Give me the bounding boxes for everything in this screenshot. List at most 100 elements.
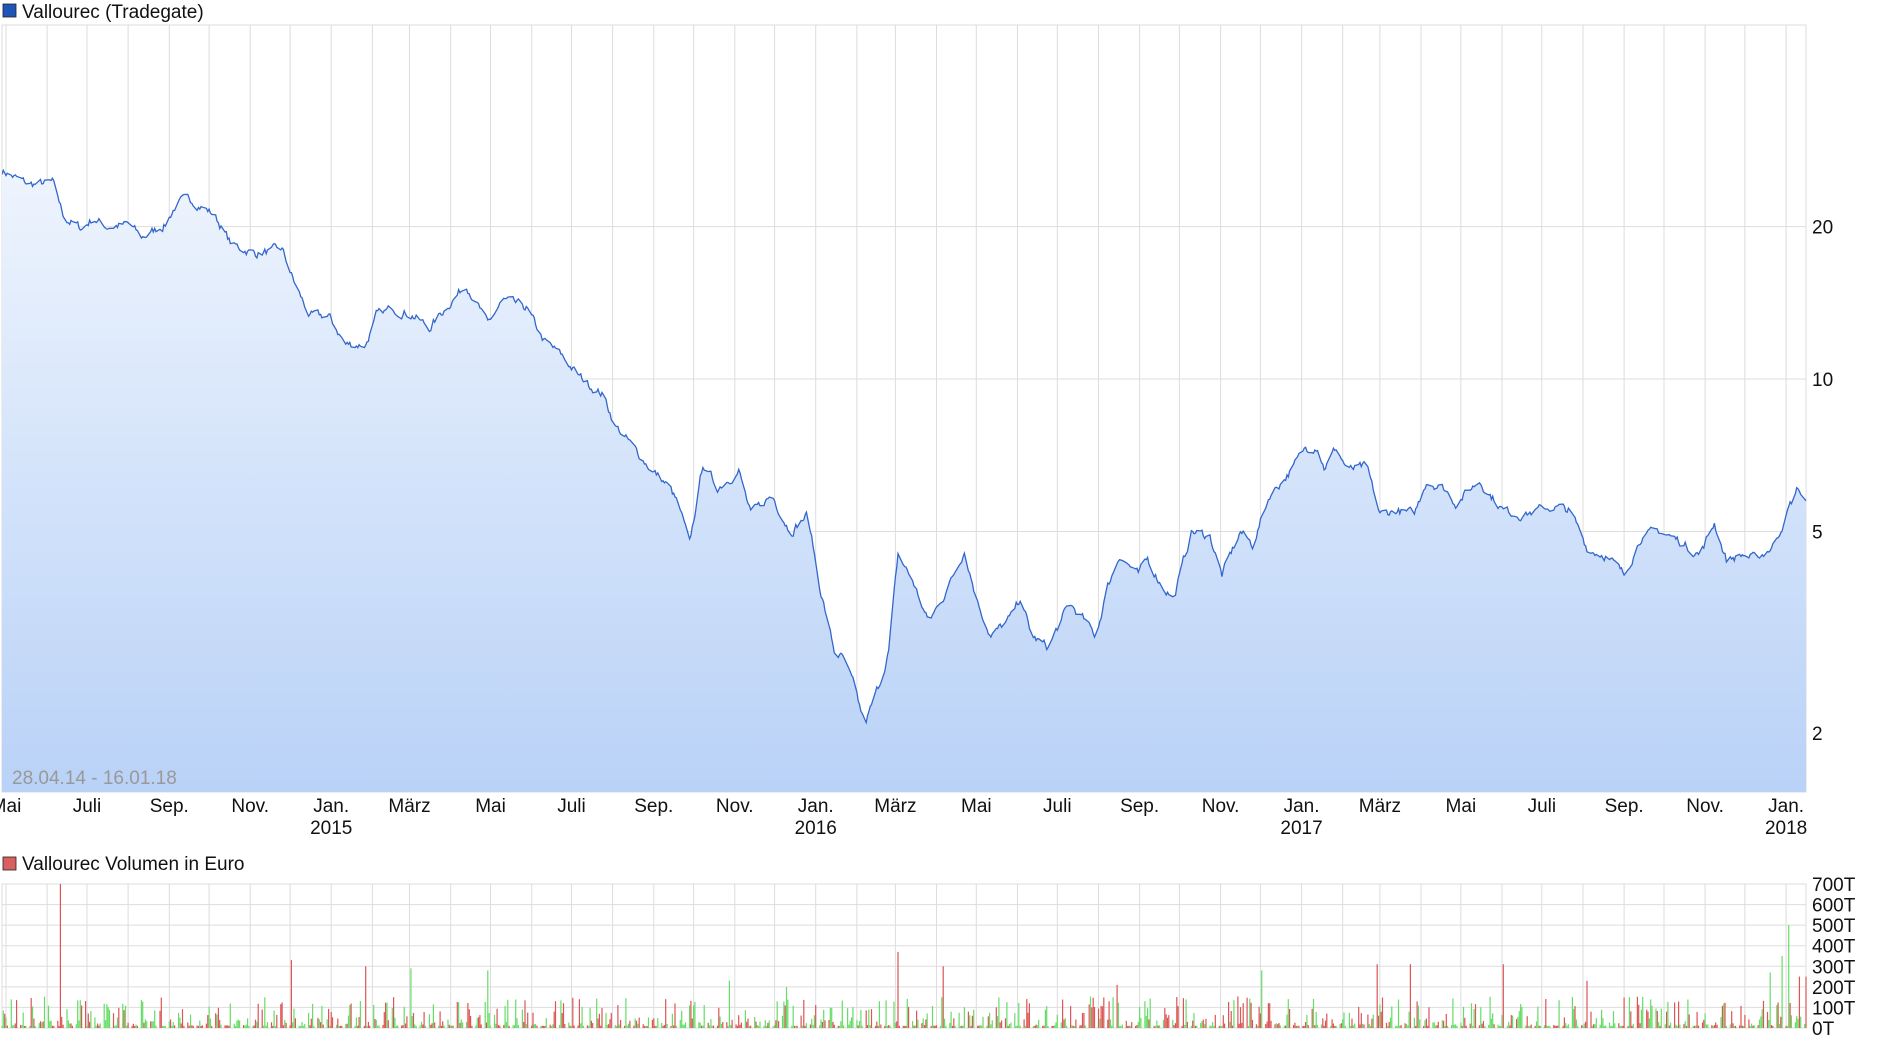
volume-bar [698, 1021, 700, 1028]
volume-bar [1229, 1021, 1231, 1028]
x-tick-label: Sep. [634, 796, 673, 817]
volume-bar [432, 1004, 434, 1028]
volume-bar [1558, 1000, 1560, 1028]
volume-bar [1447, 1025, 1449, 1028]
volume-bar [832, 1021, 834, 1028]
volume-bar [188, 1025, 190, 1028]
volume-bar [1605, 1025, 1607, 1028]
volume-bar [16, 1000, 18, 1028]
volume-bar [377, 1025, 379, 1028]
volume-bar [1659, 1025, 1661, 1028]
volume-bar [1131, 1022, 1133, 1028]
volume-bar [870, 1009, 873, 1028]
volume-bar [894, 1022, 896, 1028]
volume-bar [443, 1025, 445, 1028]
x-tick-label: Juli [1043, 796, 1072, 817]
volume-bar [1209, 1025, 1211, 1028]
volume-bar [1498, 1025, 1500, 1028]
volume-bar [1725, 1025, 1727, 1028]
volume-bar [1344, 1025, 1346, 1028]
volume-bar [382, 1024, 384, 1028]
volume-bar [309, 1025, 311, 1028]
volume-bar [1797, 1018, 1799, 1028]
volume-bar [1156, 1020, 1158, 1028]
volume-bar [1137, 1021, 1139, 1028]
volume-tick-label: 500T [1812, 916, 1856, 937]
volume-bar [1342, 1019, 1344, 1028]
volume-bar [99, 1023, 101, 1028]
volume-bar [1314, 1025, 1316, 1028]
volume-bar [969, 1015, 971, 1028]
volume-bar [1035, 1024, 1037, 1028]
volume-bar [982, 1016, 984, 1028]
volume-bar [419, 1025, 421, 1028]
volume-bar [833, 1024, 835, 1028]
volume-bar [1372, 1014, 1374, 1028]
volume-bar [924, 1025, 926, 1028]
volume-bar [889, 1025, 891, 1028]
volume-bar [748, 1025, 750, 1028]
volume-bar [21, 1025, 23, 1028]
volume-bar [1739, 1025, 1741, 1028]
volume-bar [124, 1005, 127, 1028]
volume-bar [152, 1021, 154, 1028]
volume-bar [146, 1021, 148, 1028]
volume-bar [112, 1013, 115, 1028]
volume-bar [569, 1025, 571, 1028]
volume-bar [1419, 1019, 1421, 1028]
volume-bar [635, 1020, 638, 1028]
volume-bar [404, 1023, 407, 1028]
volume-bar [896, 1021, 898, 1028]
volume-bar [999, 1022, 1001, 1028]
volume-bar [51, 1025, 53, 1028]
volume-bar [411, 1016, 413, 1028]
x-tick-label: Mai [475, 796, 506, 817]
volume-bar [935, 1025, 938, 1028]
volume-bar [1619, 1025, 1621, 1028]
volume-bar [803, 999, 805, 1028]
volume-bar [1032, 1025, 1034, 1028]
volume-bar [487, 970, 489, 1028]
volume-bar [508, 1025, 510, 1028]
volume-bar [385, 1002, 387, 1028]
volume-bar [815, 1005, 817, 1028]
volume-bar [961, 1025, 963, 1028]
volume-bar [235, 1025, 237, 1028]
volume-bar [824, 1020, 826, 1028]
volume-bar [415, 1025, 417, 1028]
volume-bar [274, 1025, 277, 1028]
volume-bar [987, 1016, 989, 1028]
volume-bar [986, 1025, 988, 1028]
volume-bar [707, 1022, 709, 1028]
volume-bar [383, 1012, 385, 1028]
volume-bar [401, 1025, 403, 1028]
price-tick-label: 10 [1812, 370, 1833, 391]
volume-bar [1221, 1025, 1223, 1028]
volume-bar [322, 1024, 324, 1028]
volume-bar [673, 1025, 675, 1028]
volume-bar [1354, 1023, 1356, 1028]
volume-bar [767, 1022, 769, 1028]
volume-bar [689, 1005, 691, 1028]
volume-bar [410, 968, 412, 1028]
volume-bar [1287, 999, 1289, 1028]
volume-bar [886, 1025, 888, 1028]
volume-bar [931, 1006, 934, 1028]
volume-bar [1109, 1019, 1111, 1028]
volume-bar [1427, 1025, 1429, 1028]
volume-bar [191, 1025, 193, 1028]
volume-bar [1312, 999, 1315, 1028]
volume-bar [1266, 1021, 1268, 1028]
volume-bar [1740, 1005, 1742, 1028]
x-tick-label: Mai [961, 796, 992, 817]
volume-bar [693, 1005, 695, 1028]
volume-tick-label: 0T [1812, 1019, 1835, 1040]
volume-bar [1461, 1025, 1463, 1028]
volume-bar [374, 1019, 376, 1028]
volume-bar [912, 1021, 914, 1028]
volume-bar [880, 1024, 882, 1028]
volume-bar [266, 1022, 269, 1028]
volume-bar [1176, 997, 1178, 1028]
volume-bar [1324, 1020, 1327, 1028]
volume-bar [1585, 1021, 1587, 1028]
